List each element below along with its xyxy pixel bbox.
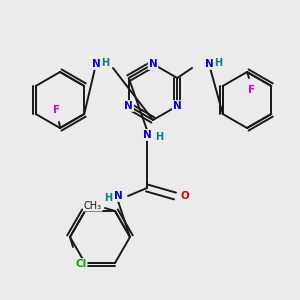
Text: F: F xyxy=(248,85,256,95)
Text: N: N xyxy=(173,101,182,111)
Text: H: H xyxy=(155,132,163,142)
Text: N: N xyxy=(124,101,133,111)
Text: H: H xyxy=(214,58,222,68)
Text: CH₃: CH₃ xyxy=(84,201,102,211)
Text: H: H xyxy=(101,58,109,68)
Text: N: N xyxy=(114,191,122,201)
Text: F: F xyxy=(53,105,61,115)
Text: Cl: Cl xyxy=(75,259,87,269)
Text: N: N xyxy=(148,59,158,69)
Text: N: N xyxy=(142,130,152,140)
Text: N: N xyxy=(205,59,213,69)
Text: O: O xyxy=(181,191,189,201)
Text: N: N xyxy=(92,59,100,69)
Text: H: H xyxy=(104,193,112,203)
